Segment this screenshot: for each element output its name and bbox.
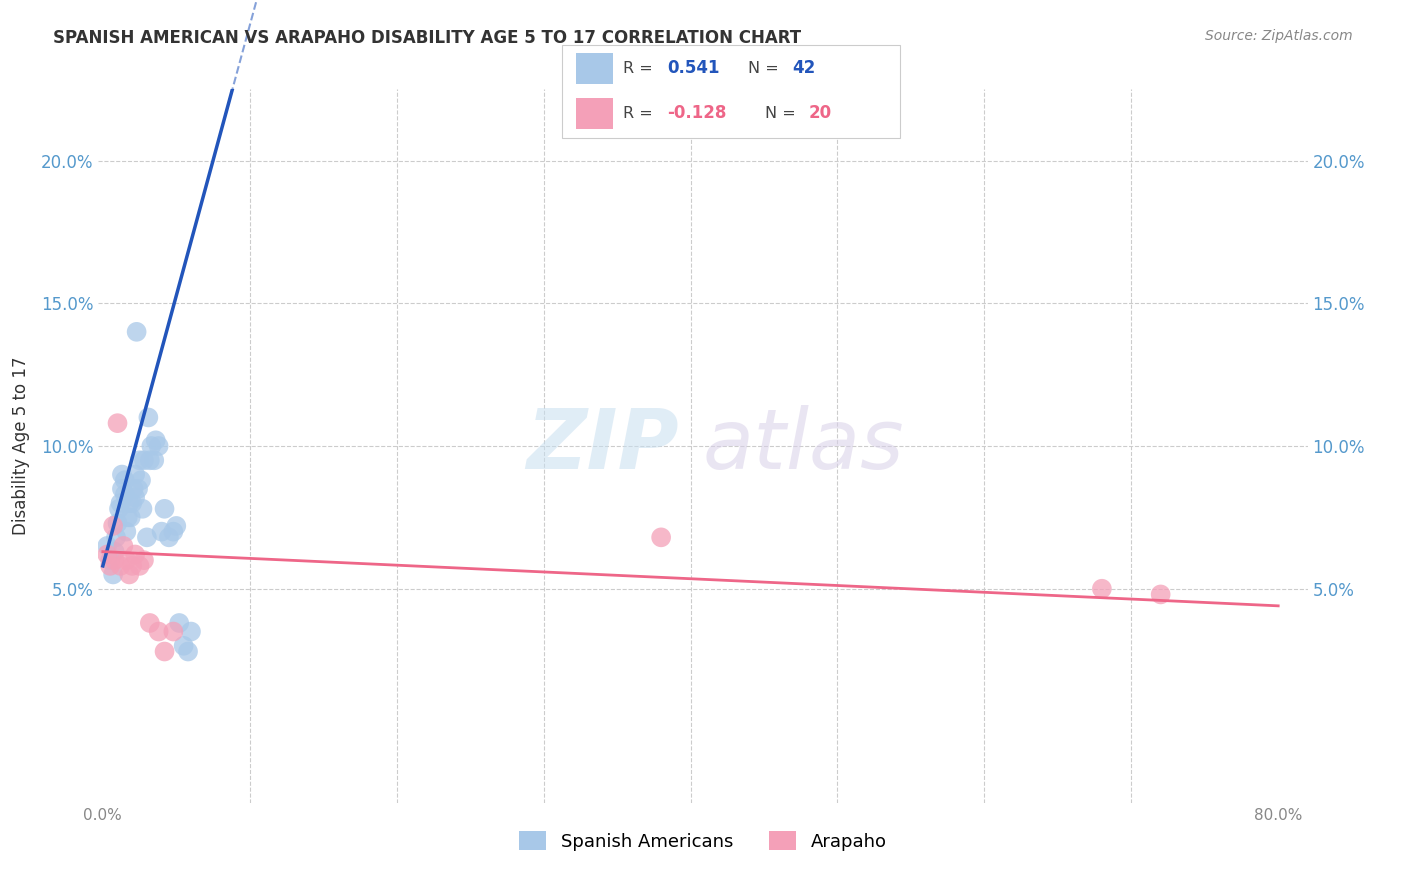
Point bbox=[103, 544, 125, 558]
Point bbox=[165, 519, 187, 533]
Point bbox=[177, 644, 200, 658]
Point bbox=[125, 325, 148, 339]
Point bbox=[127, 482, 149, 496]
Point bbox=[150, 524, 173, 539]
Text: 42: 42 bbox=[792, 60, 815, 78]
Point bbox=[101, 567, 124, 582]
Point bbox=[122, 482, 145, 496]
Point bbox=[117, 510, 139, 524]
Y-axis label: Disability Age 5 to 17: Disability Age 5 to 17 bbox=[11, 357, 30, 535]
Point bbox=[111, 467, 134, 482]
Text: SPANISH AMERICAN VS ARAPAHO DISABILITY AGE 5 TO 17 CORRELATION CHART: SPANISH AMERICAN VS ARAPAHO DISABILITY A… bbox=[53, 29, 801, 46]
Point bbox=[132, 453, 155, 467]
Text: Source: ZipAtlas.com: Source: ZipAtlas.com bbox=[1205, 29, 1353, 43]
Point bbox=[157, 530, 180, 544]
Point bbox=[124, 467, 146, 482]
Point bbox=[103, 553, 125, 567]
Point bbox=[96, 539, 118, 553]
Point bbox=[107, 416, 129, 430]
Point bbox=[114, 487, 136, 501]
Text: N =: N = bbox=[765, 106, 801, 121]
Point bbox=[118, 567, 141, 582]
Legend: Spanish Americans, Arapaho: Spanish Americans, Arapaho bbox=[512, 824, 894, 858]
Point bbox=[153, 644, 176, 658]
Point bbox=[153, 501, 176, 516]
FancyBboxPatch shape bbox=[562, 45, 900, 138]
Point bbox=[101, 519, 124, 533]
Point bbox=[180, 624, 202, 639]
Point bbox=[98, 558, 121, 573]
Point bbox=[148, 624, 170, 639]
Point bbox=[132, 553, 155, 567]
Point bbox=[143, 453, 166, 467]
Text: ZIP: ZIP bbox=[526, 406, 679, 486]
Point bbox=[105, 530, 128, 544]
Point bbox=[173, 639, 195, 653]
Point bbox=[162, 524, 184, 539]
Point bbox=[110, 496, 132, 510]
Point bbox=[129, 473, 152, 487]
Text: R =: R = bbox=[623, 106, 658, 121]
Point bbox=[124, 548, 146, 562]
Point bbox=[121, 558, 143, 573]
Point bbox=[139, 615, 162, 630]
Point bbox=[1091, 582, 1114, 596]
Point bbox=[128, 558, 150, 573]
Point bbox=[120, 510, 142, 524]
Point bbox=[139, 453, 162, 467]
Point bbox=[124, 491, 146, 505]
Point bbox=[112, 539, 135, 553]
Point bbox=[148, 439, 170, 453]
Point bbox=[118, 496, 141, 510]
Text: R =: R = bbox=[623, 61, 658, 76]
Point bbox=[1150, 587, 1173, 601]
Point bbox=[128, 453, 150, 467]
Bar bbox=[576, 98, 613, 129]
Point bbox=[111, 482, 134, 496]
Point bbox=[98, 553, 121, 567]
Point bbox=[108, 501, 131, 516]
Point bbox=[115, 524, 138, 539]
Point bbox=[131, 501, 153, 516]
Point bbox=[162, 624, 184, 639]
Point bbox=[138, 410, 160, 425]
Point bbox=[121, 496, 143, 510]
Point bbox=[107, 516, 129, 530]
Point bbox=[167, 615, 190, 630]
Point bbox=[115, 553, 138, 567]
Bar bbox=[576, 53, 613, 84]
Point bbox=[96, 548, 118, 562]
Text: N =: N = bbox=[748, 61, 785, 76]
Text: 20: 20 bbox=[808, 104, 832, 122]
Text: 0.541: 0.541 bbox=[666, 60, 720, 78]
Point bbox=[145, 434, 167, 448]
Text: -0.128: -0.128 bbox=[666, 104, 727, 122]
Text: atlas: atlas bbox=[703, 406, 904, 486]
Point bbox=[141, 439, 163, 453]
Point bbox=[110, 558, 132, 573]
Point bbox=[135, 530, 157, 544]
Point bbox=[650, 530, 672, 544]
Point bbox=[114, 473, 136, 487]
